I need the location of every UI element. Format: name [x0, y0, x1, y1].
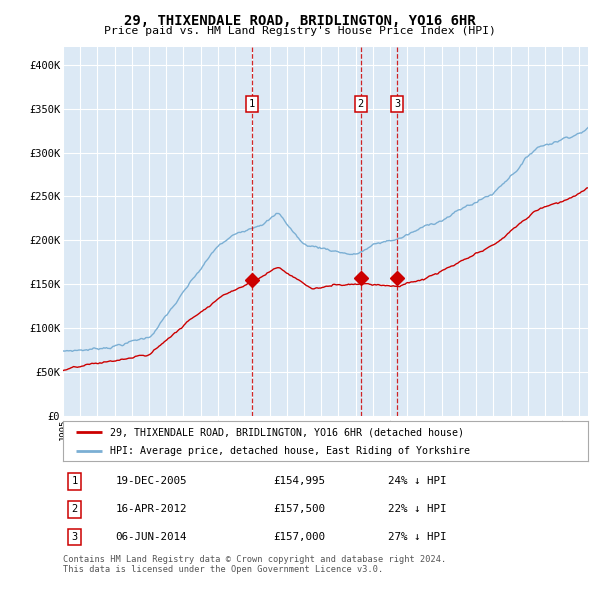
Text: 16-APR-2012: 16-APR-2012: [115, 504, 187, 514]
Text: 24% ↓ HPI: 24% ↓ HPI: [389, 476, 447, 486]
Text: 1: 1: [249, 99, 255, 109]
Text: 27% ↓ HPI: 27% ↓ HPI: [389, 532, 447, 542]
Text: £157,500: £157,500: [273, 504, 325, 514]
Text: Price paid vs. HM Land Registry's House Price Index (HPI): Price paid vs. HM Land Registry's House …: [104, 26, 496, 36]
Text: 19-DEC-2005: 19-DEC-2005: [115, 476, 187, 486]
Text: Contains HM Land Registry data © Crown copyright and database right 2024.
This d: Contains HM Land Registry data © Crown c…: [63, 555, 446, 574]
Text: 1: 1: [71, 476, 77, 486]
Text: 2: 2: [71, 504, 77, 514]
Text: 3: 3: [394, 99, 401, 109]
Text: 06-JUN-2014: 06-JUN-2014: [115, 532, 187, 542]
Text: 2: 2: [358, 99, 364, 109]
Text: HPI: Average price, detached house, East Riding of Yorkshire: HPI: Average price, detached house, East…: [110, 445, 470, 455]
Text: 29, THIXENDALE ROAD, BRIDLINGTON, YO16 6HR (detached house): 29, THIXENDALE ROAD, BRIDLINGTON, YO16 6…: [110, 427, 464, 437]
Text: £157,000: £157,000: [273, 532, 325, 542]
Text: 3: 3: [71, 532, 77, 542]
Text: 29, THIXENDALE ROAD, BRIDLINGTON, YO16 6HR: 29, THIXENDALE ROAD, BRIDLINGTON, YO16 6…: [124, 14, 476, 28]
Text: £154,995: £154,995: [273, 476, 325, 486]
Text: 22% ↓ HPI: 22% ↓ HPI: [389, 504, 447, 514]
